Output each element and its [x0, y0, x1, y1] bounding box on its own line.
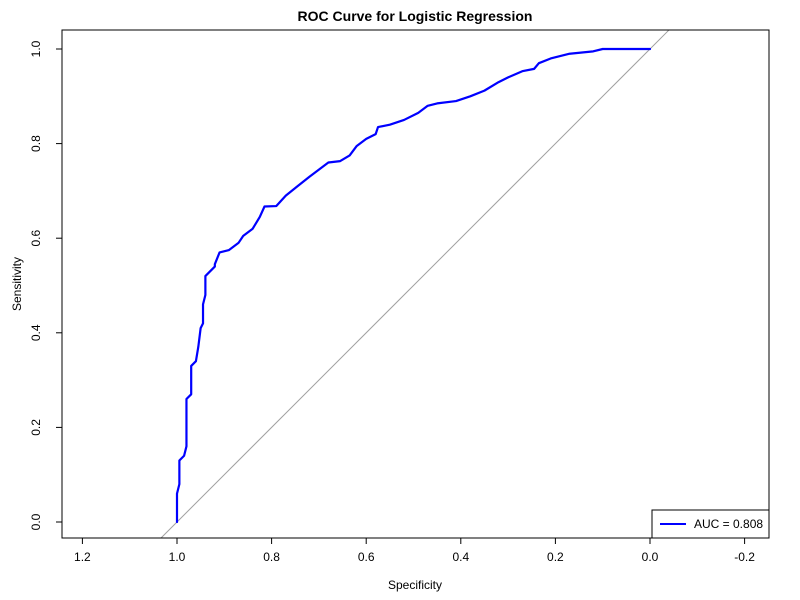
y-tick-label: 0.2 — [29, 419, 43, 436]
y-tick-label: 0.4 — [29, 324, 43, 341]
y-tick-label: 0.6 — [29, 230, 43, 247]
y-tick-label: 1.0 — [29, 40, 43, 57]
y-tick-label: 0.8 — [29, 135, 43, 152]
x-tick-label: 1.2 — [74, 550, 91, 564]
chart-title: ROC Curve for Logistic Regression — [298, 8, 533, 24]
x-tick-label: 0.6 — [358, 550, 375, 564]
plot-frame — [61, 29, 770, 539]
x-tick-label: 0.0 — [642, 550, 659, 564]
roc-curve-line — [175, 47, 652, 524]
x-tick-label: 0.4 — [452, 550, 469, 564]
legend: AUC = 0.808 — [651, 509, 770, 539]
y-axis-label: Sensitivity — [10, 257, 24, 311]
y-tick-label: 0.0 — [29, 513, 43, 530]
x-axis-label: Specificity — [388, 578, 442, 592]
reference-diagonal-line — [160, 30, 670, 538]
legend-label: AUC = 0.808 — [694, 517, 763, 531]
x-tick-label: -0.2 — [734, 550, 755, 564]
x-tick-label: 1.0 — [169, 550, 186, 564]
x-tick-label: 0.2 — [547, 550, 564, 564]
x-tick-label: 0.8 — [263, 550, 280, 564]
